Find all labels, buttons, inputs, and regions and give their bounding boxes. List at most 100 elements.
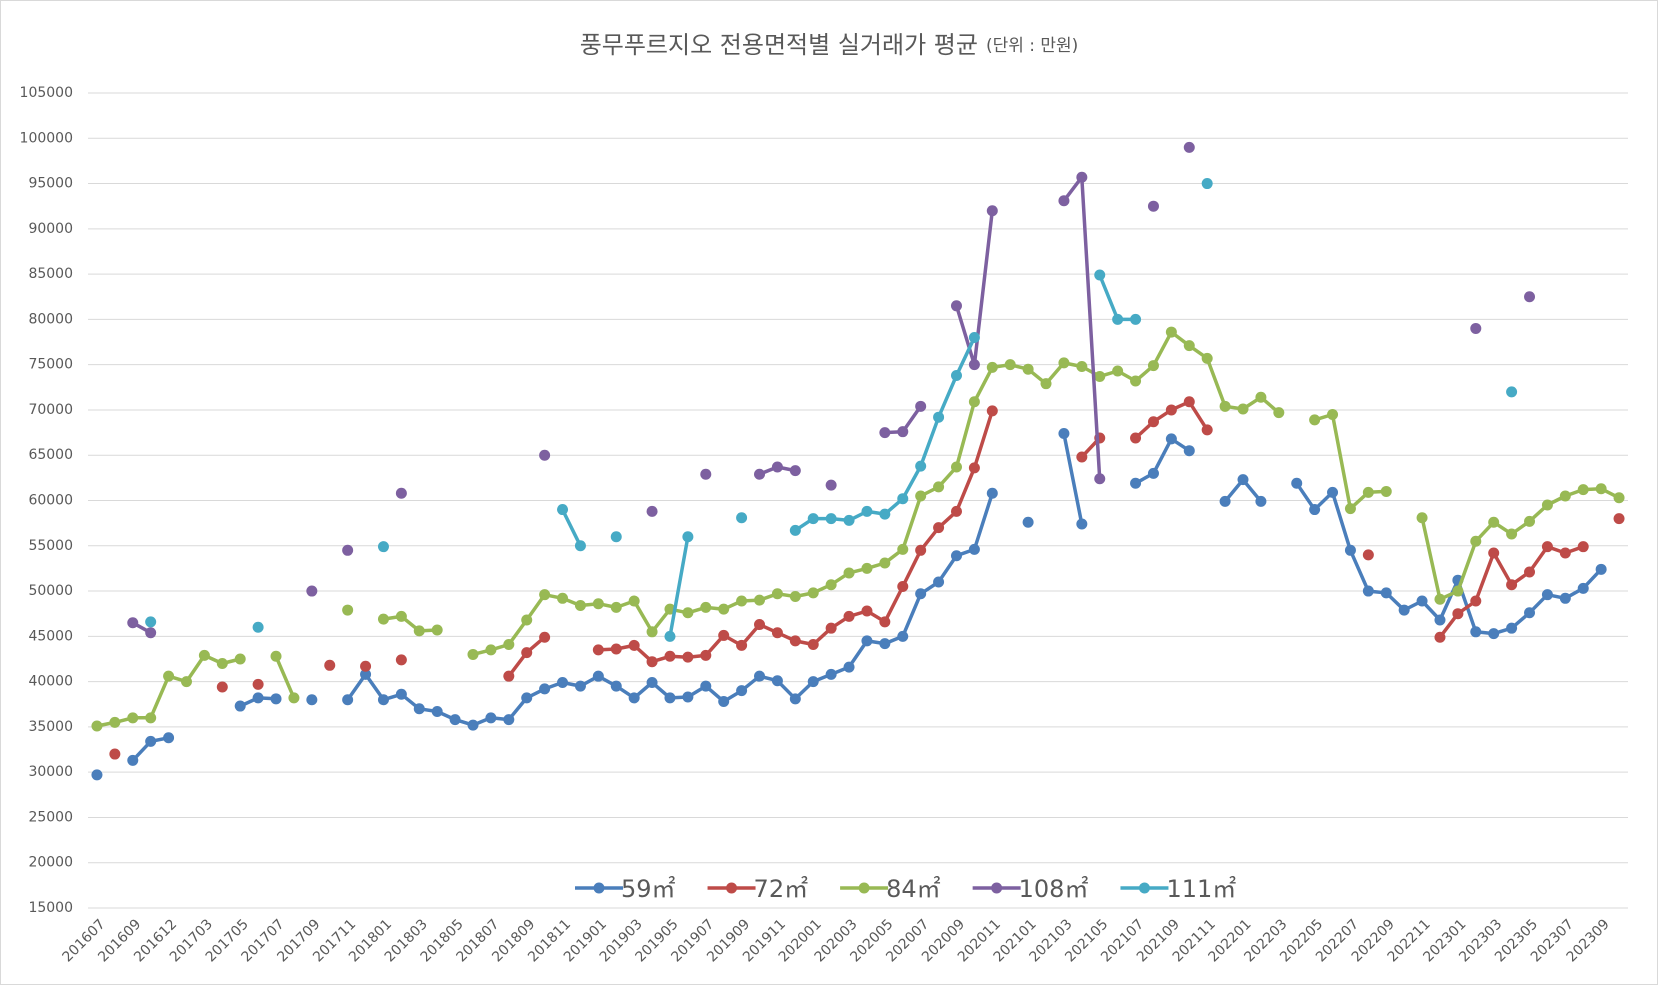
data-point [109, 748, 121, 760]
data-point [1058, 427, 1070, 439]
data-point [1452, 608, 1464, 620]
data-point [1201, 424, 1213, 436]
data-point [1112, 313, 1124, 325]
data-point [1434, 631, 1446, 643]
data-point [1022, 363, 1034, 375]
data-point [610, 680, 622, 692]
data-point [879, 557, 891, 569]
y-tick-label: 75000 [28, 357, 73, 373]
data-point [986, 487, 998, 499]
data-point [145, 712, 157, 724]
data-point [646, 677, 658, 689]
data-point [933, 522, 945, 534]
data-point [879, 427, 891, 439]
data-point [288, 692, 300, 704]
data-point [1470, 595, 1482, 607]
data-point [1416, 512, 1428, 524]
data-point [1094, 269, 1106, 281]
data-point [395, 654, 407, 666]
data-point [1183, 396, 1195, 408]
data-point [1219, 495, 1231, 507]
legend-label: 84㎡ [886, 875, 941, 903]
data-point [1344, 544, 1356, 556]
data-point [968, 396, 980, 408]
data-point [1327, 486, 1339, 498]
data-point [485, 712, 497, 724]
data-point [1362, 585, 1374, 597]
data-point [1040, 378, 1052, 390]
data-point [610, 643, 622, 655]
data-point [109, 716, 121, 728]
data-point [431, 624, 443, 636]
data-point [968, 462, 980, 474]
data-point [180, 676, 192, 688]
data-point [897, 493, 909, 505]
data-point [557, 504, 569, 516]
data-point [1201, 352, 1213, 364]
data-point [933, 576, 945, 588]
data-point [1165, 433, 1177, 445]
data-point [1524, 291, 1536, 303]
y-tick-label: 70000 [28, 402, 73, 418]
data-point [503, 714, 515, 726]
data-point [1309, 504, 1321, 516]
data-point [736, 595, 748, 607]
y-tick-label: 85000 [28, 266, 73, 282]
data-point [1237, 474, 1249, 486]
data-point [1112, 365, 1124, 377]
data-point [1255, 391, 1267, 403]
data-point [1362, 486, 1374, 498]
data-point [825, 479, 837, 491]
data-point [664, 650, 676, 662]
data-point [1488, 628, 1500, 640]
data-point [879, 638, 891, 650]
data-point [1559, 547, 1571, 559]
data-point [1541, 499, 1553, 511]
data-point [843, 514, 855, 526]
data-point [682, 531, 694, 543]
y-tick-label: 55000 [28, 538, 73, 554]
data-point [771, 627, 783, 639]
data-point [1434, 614, 1446, 626]
data-point [1183, 445, 1195, 457]
data-point [718, 696, 730, 708]
data-point [1559, 592, 1571, 604]
data-point [1577, 582, 1589, 594]
data-point [1398, 604, 1410, 616]
data-point [503, 670, 515, 682]
data-point [718, 629, 730, 641]
data-point [592, 644, 604, 656]
data-point [1094, 370, 1106, 382]
data-point [754, 594, 766, 606]
data-point [825, 579, 837, 591]
data-point [395, 487, 407, 499]
y-tick-label: 30000 [28, 764, 73, 780]
data-point [736, 512, 748, 524]
data-point [736, 639, 748, 651]
data-point [1506, 528, 1518, 540]
data-point [843, 567, 855, 579]
data-point [539, 683, 551, 695]
data-point [91, 720, 103, 732]
data-point [1022, 516, 1034, 528]
data-point [145, 627, 157, 639]
data-point [1130, 477, 1142, 489]
y-tick-label: 95000 [28, 176, 73, 192]
data-point [664, 630, 676, 642]
data-point [1559, 490, 1571, 502]
data-point [915, 544, 927, 556]
data-point [592, 670, 604, 682]
y-tick-label: 20000 [28, 855, 73, 871]
data-point [789, 524, 801, 536]
data-point [1165, 404, 1177, 416]
legend-marker [858, 882, 870, 894]
data-point [1273, 407, 1285, 419]
data-point [1524, 515, 1536, 527]
data-point [646, 505, 658, 517]
data-point [789, 590, 801, 602]
y-tick-label: 15000 [28, 900, 73, 916]
y-tick-label: 65000 [28, 447, 73, 463]
data-point [682, 607, 694, 619]
data-point [1434, 593, 1446, 605]
data-point [897, 543, 909, 555]
